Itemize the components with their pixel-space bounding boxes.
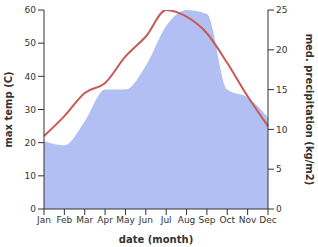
svg-text:Feb: Feb xyxy=(56,215,72,225)
svg-text:5: 5 xyxy=(276,164,282,174)
svg-text:40: 40 xyxy=(25,72,37,82)
svg-text:30: 30 xyxy=(25,105,37,115)
svg-text:10: 10 xyxy=(25,171,37,181)
svg-text:max temp (C): max temp (C) xyxy=(8,71,14,147)
svg-text:10: 10 xyxy=(276,125,288,135)
svg-text:Sep: Sep xyxy=(198,215,215,225)
svg-text:Nov: Nov xyxy=(239,215,257,225)
svg-text:Mar: Mar xyxy=(76,215,93,225)
svg-text:Jul: Jul xyxy=(160,215,172,225)
svg-text:25: 25 xyxy=(276,5,287,15)
svg-text:60: 60 xyxy=(25,5,37,15)
svg-text:Dec: Dec xyxy=(259,215,276,225)
svg-text:Aug: Aug xyxy=(178,215,196,225)
svg-text:20: 20 xyxy=(276,45,288,55)
svg-text:20: 20 xyxy=(25,138,37,148)
svg-text:date (month): date (month) xyxy=(119,234,193,245)
svg-text:med. precipitation (kg/m2): med. precipitation (kg/m2) xyxy=(304,34,310,186)
svg-text:Jan: Jan xyxy=(36,215,51,225)
svg-text:0: 0 xyxy=(30,204,36,214)
svg-text:50: 50 xyxy=(25,38,37,48)
svg-text:0: 0 xyxy=(276,204,282,214)
svg-text:Oct: Oct xyxy=(219,215,235,225)
svg-text:May: May xyxy=(116,215,135,225)
svg-text:Apr: Apr xyxy=(97,215,113,225)
svg-text:Jun: Jun xyxy=(138,215,153,225)
svg-text:15: 15 xyxy=(276,85,287,95)
